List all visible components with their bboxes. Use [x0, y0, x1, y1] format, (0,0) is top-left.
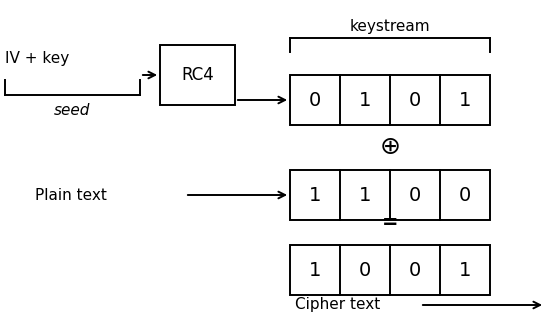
Text: 1: 1: [459, 90, 471, 109]
Text: 0: 0: [409, 260, 421, 279]
Text: ⊕: ⊕: [379, 135, 401, 159]
Text: IV + key: IV + key: [5, 51, 69, 65]
Text: 1: 1: [459, 260, 471, 279]
Text: RC4: RC4: [181, 66, 214, 84]
Bar: [290, 75, 490, 125]
Bar: [290, 170, 490, 220]
Bar: [290, 245, 490, 295]
Text: 1: 1: [359, 90, 371, 109]
Text: Cipher text: Cipher text: [295, 298, 380, 312]
Text: seed: seed: [54, 102, 90, 118]
Text: 1: 1: [359, 185, 371, 204]
Text: 1: 1: [309, 185, 321, 204]
Text: 0: 0: [459, 185, 471, 204]
Text: 0: 0: [309, 90, 321, 109]
Text: Plain text: Plain text: [35, 187, 107, 203]
Text: keystream: keystream: [350, 19, 430, 34]
Bar: [160, 45, 235, 105]
Text: 0: 0: [409, 185, 421, 204]
Text: 1: 1: [309, 260, 321, 279]
Text: =: =: [382, 213, 398, 232]
Text: 0: 0: [359, 260, 371, 279]
Text: 0: 0: [409, 90, 421, 109]
